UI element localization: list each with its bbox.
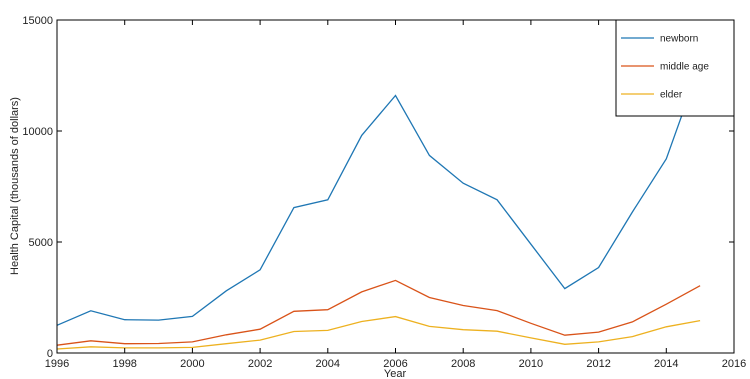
y-tick-label: 15000 — [22, 15, 53, 27]
x-tick-label: 2008 — [451, 358, 475, 370]
x-tick-label: 2002 — [248, 358, 272, 370]
x-tick-label: 2014 — [654, 358, 678, 370]
legend-label-middle-age: middle age — [660, 62, 709, 73]
y-tick-label: 5000 — [29, 237, 53, 249]
y-tick-label: 10000 — [22, 126, 53, 138]
x-tick-label: 2010 — [519, 358, 543, 370]
x-tick-label: 2016 — [722, 358, 746, 370]
x-tick-label: 1996 — [45, 358, 69, 370]
legend-label-elder: elder — [660, 90, 683, 101]
series-layer — [57, 64, 701, 350]
series-line-elder — [57, 315, 701, 350]
y-axis-label: Health Capital (thousands of dollars) — [9, 97, 21, 275]
x-tick-label: 1998 — [112, 358, 136, 370]
x-tick-label: 2006 — [383, 358, 407, 370]
legend-box — [615, 19, 735, 117]
legend: newborn middle age elder — [615, 19, 735, 117]
series-line-newborn — [57, 64, 701, 326]
x-axis-label: Year — [384, 368, 407, 379]
series-line-middle-age — [57, 279, 701, 346]
y-tick-label: 0 — [47, 348, 53, 360]
x-tick-label: 2012 — [586, 358, 610, 370]
ticks-layer: 1996 1998 2000 2002 2004 2006 2008 2010 2012 2014… — [22, 15, 746, 370]
legend-label-newborn: newborn — [660, 34, 698, 45]
x-tick-label: 2004 — [316, 358, 340, 370]
x-tick-label: 2000 — [180, 358, 204, 370]
